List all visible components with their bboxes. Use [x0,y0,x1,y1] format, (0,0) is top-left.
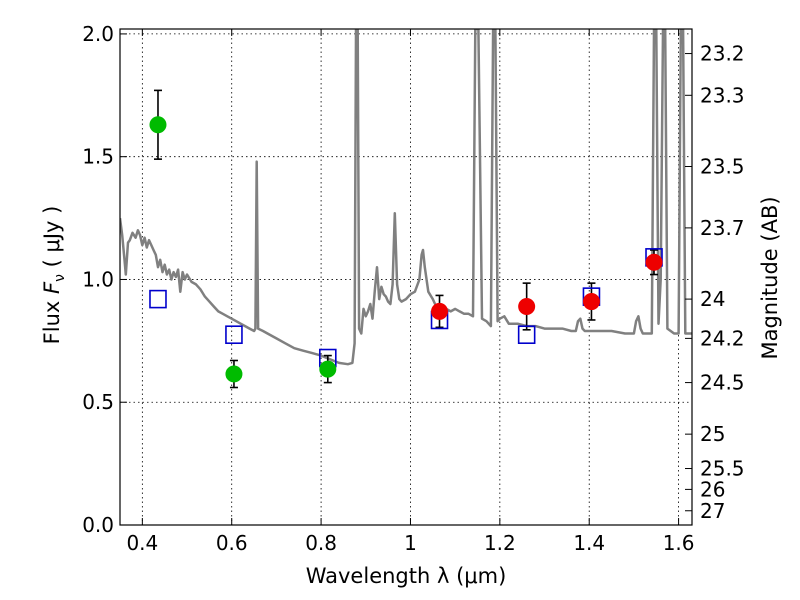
magnitude-tick-label: 23.5 [700,155,745,179]
magnitude-tick-label: 27 [700,499,725,523]
y-axis-label-suffix: ( μJy ) [40,206,64,274]
y-axis-label: Flux Fν ( μJy ) [40,206,68,345]
green-data-point [149,116,167,134]
spectrum-layer [120,29,692,366]
x-axis-label: Wavelength λ (μm) [306,564,507,588]
magnitude-tick-label: 25.5 [700,457,745,481]
y-axis-label-prefix: Flux [40,294,64,344]
magnitude-tick-label: 24.5 [700,371,745,395]
green-data-point [225,365,243,383]
magnitude-tick-label: 26 [700,477,725,501]
green-data-point [319,360,337,378]
magnitude-tick-label: 23.7 [700,216,745,240]
x-tick-label: 1.2 [484,531,516,555]
y-tick-label: 1.0 [82,267,114,291]
marker-layer [149,116,663,383]
y-axis-label-subscript: ν [52,274,68,282]
y-tick-label: 0.5 [82,390,114,414]
y-tick-label: 0.0 [82,513,114,537]
x-tick-label: 0.8 [305,531,337,555]
x-tick-label: 0.4 [126,531,158,555]
red-data-point [645,253,663,271]
red-data-point [518,297,536,315]
magnitude-tick-label: 24 [700,287,725,311]
x-tick-label: 0.6 [216,531,248,555]
model-square-point [225,325,243,345]
spectrum-line [120,29,692,366]
red-data-point [431,302,449,320]
y2-axis-label: Magnitude (AB) [758,196,782,359]
y-axis-label-symbol: F [40,281,64,294]
axis-ticks: 0.4 0.6 0.8 1 1.2 1.4 1.6 0.0 0.5 1.0 1.5 2.0 23.2 23… [82,22,744,555]
x-tick-label: 1 [404,531,417,555]
magnitude-tick-label: 23.2 [700,42,745,66]
magnitude-tick-label: 23.3 [700,83,745,107]
grid [120,29,692,526]
magnitude-tick-label: 24.2 [700,326,745,350]
red-data-point [582,293,600,311]
y-tick-label: 2.0 [82,22,114,46]
model-square-point [149,289,167,309]
y-tick-label: 1.5 [82,145,114,169]
model-square-point [517,325,536,345]
x-tick-label: 1.6 [663,531,695,555]
plot-frame [119,28,693,526]
x-tick-label: 1.4 [573,531,605,555]
magnitude-tick-label: 25 [700,422,725,446]
